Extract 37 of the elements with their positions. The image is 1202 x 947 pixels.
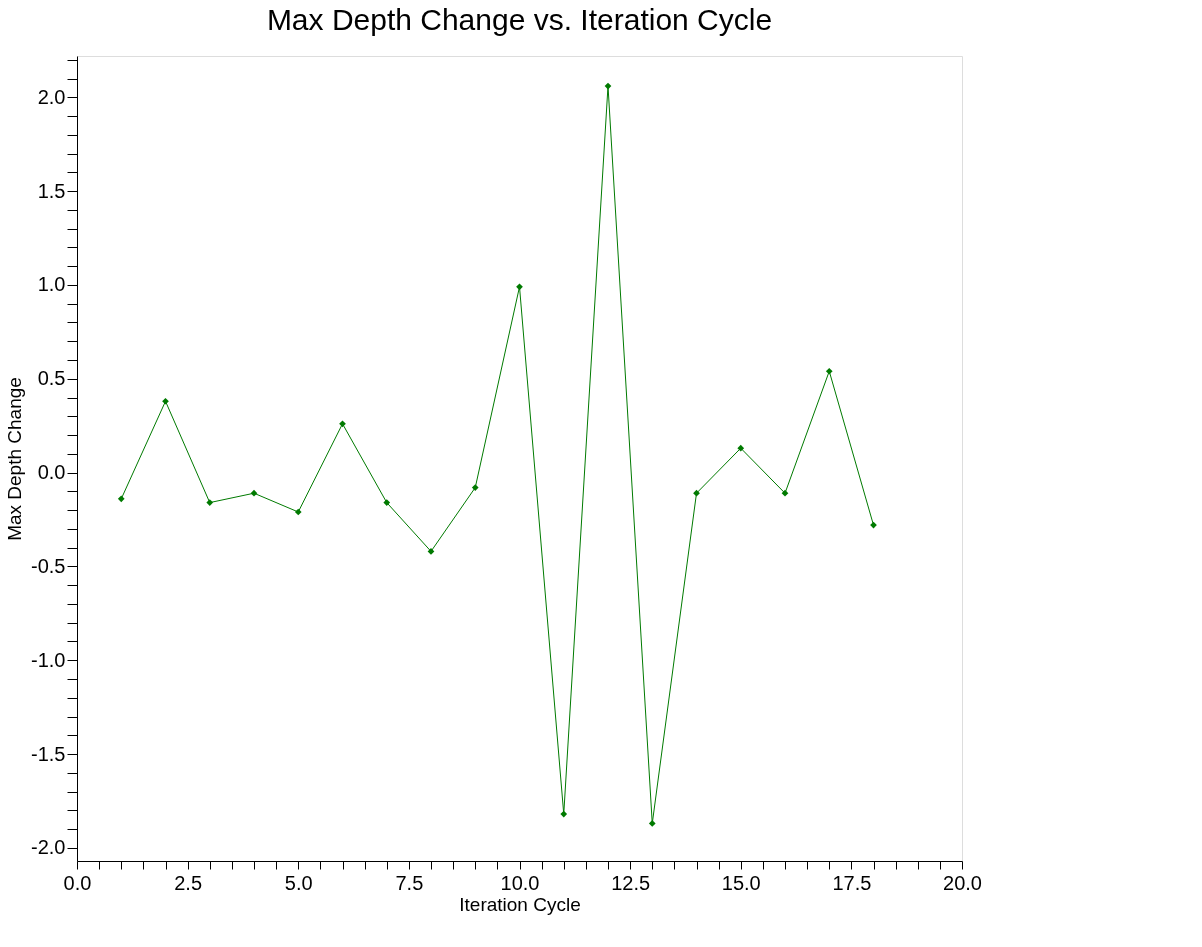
y-axis-title: Max Depth Change — [4, 377, 26, 541]
point — [737, 444, 745, 452]
point — [250, 489, 258, 497]
y-tick-label: -1.0 — [31, 648, 66, 671]
point — [471, 484, 479, 491]
point — [339, 420, 346, 428]
point — [206, 499, 214, 506]
x-tick-label: 7.5 — [395, 871, 424, 894]
y-tick-label: 0.5 — [37, 367, 66, 390]
point — [516, 283, 523, 291]
x-tick-label: 0.0 — [63, 871, 92, 894]
x-tick-label: 17.5 — [832, 871, 872, 894]
y-tick-label: -0.5 — [31, 554, 66, 577]
y-tick-label: 0.0 — [37, 461, 66, 484]
x-tick-label: 20.0 — [943, 871, 982, 894]
point — [117, 495, 125, 503]
y-tick-label: 1.5 — [37, 179, 66, 202]
x-tick-label: 5.0 — [284, 871, 313, 894]
point — [604, 82, 612, 90]
y-tick-label: -2.0 — [31, 836, 66, 859]
x-tick-label: 12.5 — [611, 871, 651, 894]
x-tick-label: 10.0 — [500, 871, 540, 894]
point — [162, 397, 169, 405]
point — [693, 489, 700, 497]
point — [825, 367, 833, 375]
y-tick-label: 2.0 — [37, 85, 66, 108]
point — [294, 508, 302, 516]
x-axis-title: Iteration Cycle — [459, 893, 581, 915]
y-tick-label: -1.5 — [31, 742, 66, 765]
point — [560, 810, 568, 818]
point — [383, 499, 391, 506]
point — [648, 820, 656, 827]
chart-title: Max Depth Change vs. Iteration Cycle — [266, 2, 773, 36]
x-tick-label: 15.0 — [721, 871, 761, 894]
point — [781, 489, 789, 497]
x-tick-label: 2.5 — [174, 871, 203, 894]
y-tick-label: 1.0 — [37, 273, 66, 296]
